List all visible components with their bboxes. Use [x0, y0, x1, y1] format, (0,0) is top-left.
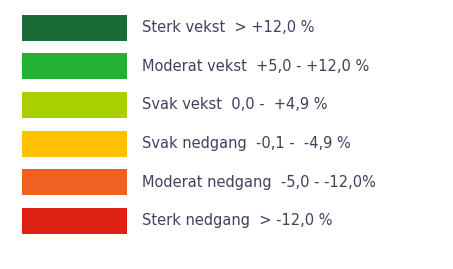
Text: Svak vekst  0,0 -  +4,9 %: Svak vekst 0,0 - +4,9 % — [142, 97, 328, 112]
Text: Sterk vekst  > +12,0 %: Sterk vekst > +12,0 % — [142, 20, 314, 36]
Text: Svak nedgang  -0,1 -  -4,9 %: Svak nedgang -0,1 - -4,9 % — [142, 136, 351, 151]
Text: Moderat nedgang  -5,0 - -12,0%: Moderat nedgang -5,0 - -12,0% — [142, 175, 376, 189]
Text: Sterk nedgang  > -12,0 %: Sterk nedgang > -12,0 % — [142, 213, 333, 228]
Text: Moderat vekst  +5,0 - +12,0 %: Moderat vekst +5,0 - +12,0 % — [142, 59, 369, 74]
